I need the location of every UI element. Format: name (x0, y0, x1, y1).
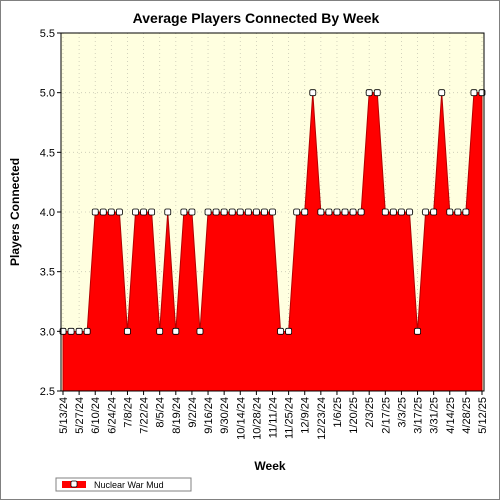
data-point (454, 208, 462, 216)
y-tick-label: 3.5 (40, 267, 55, 279)
x-tick-label: 4/14/25 (445, 397, 457, 434)
data-point (236, 208, 244, 216)
data-point (261, 208, 268, 216)
data-point (406, 208, 413, 216)
x-tick-label: 1/6/25 (332, 397, 344, 428)
data-point (116, 208, 123, 216)
x-tick-label: 3/3/25 (396, 397, 408, 428)
x-tick-label: 11/25/24 (284, 397, 296, 439)
y-tick-label: 4.0 (40, 207, 55, 219)
data-point (91, 208, 99, 216)
data-point (83, 327, 91, 335)
data-point (285, 327, 293, 335)
x-tick-label: 9/2/24 (187, 397, 199, 428)
x-tick-label: 2/17/25 (380, 397, 392, 434)
data-point (156, 327, 164, 335)
data-point (293, 208, 301, 216)
x-tick-label: 5/12/25 (477, 397, 489, 434)
y-tick-label: 2.5 (40, 386, 55, 398)
data-point (277, 327, 284, 335)
data-point (220, 208, 228, 216)
data-point (357, 208, 365, 216)
data-point (124, 327, 131, 335)
data-point (349, 208, 357, 216)
x-axis-title: Week (254, 459, 285, 473)
data-point (430, 208, 438, 216)
x-tick-label: 3/17/25 (413, 397, 425, 434)
x-tick-label: 3/31/25 (429, 397, 441, 434)
data-point (365, 89, 373, 97)
x-tick-label: 12/23/24 (316, 397, 328, 440)
data-point (438, 89, 446, 97)
data-point (389, 208, 397, 216)
y-tick-label: 4.5 (40, 147, 55, 159)
x-axis: 5/13/24 5/27/24 6/10/24 6/24/24 7/8/24 7/22/2… (58, 391, 489, 440)
data-point (381, 208, 389, 216)
data-point (398, 208, 405, 216)
data-point (99, 208, 107, 216)
data-point (414, 327, 421, 335)
data-point (196, 327, 204, 335)
data-point (333, 208, 341, 216)
data-point (325, 208, 333, 216)
x-tick-label: 9/16/24 (203, 397, 215, 434)
series-area (62, 92, 483, 392)
x-tick-label: 1/20/25 (348, 397, 360, 434)
x-tick-label: 12/9/24 (300, 397, 312, 434)
data-point (244, 208, 252, 216)
x-tick-label: 5/13/24 (58, 397, 70, 434)
legend: Nuclear War Mud (55, 477, 192, 492)
x-tick-label: 5/27/24 (74, 397, 86, 434)
y-tick-label: 3.0 (40, 326, 55, 338)
data-point (140, 208, 147, 216)
data-point (164, 208, 172, 216)
x-tick-label: 7/8/24 (122, 397, 134, 428)
data-point (341, 208, 349, 216)
data-point (462, 208, 470, 216)
area-layer (62, 92, 483, 392)
x-tick-label: 8/5/24 (155, 397, 167, 428)
legend-marker (70, 480, 78, 488)
data-point (148, 208, 156, 216)
data-point (470, 89, 478, 97)
data-point (67, 327, 75, 335)
x-tick-label: 9/30/24 (219, 397, 231, 434)
x-tick-label: 4/28/25 (461, 397, 473, 434)
data-point (204, 208, 212, 216)
x-tick-label: 10/28/24 (251, 397, 263, 440)
data-point (212, 208, 220, 216)
y-axis: 2.5 3.0 3.5 4.0 4.5 5.0 5.5 (40, 28, 61, 398)
data-point (301, 208, 309, 216)
chart-title: Average Players Connected By Week (133, 10, 380, 26)
x-tick-label: 6/24/24 (106, 397, 118, 434)
x-tick-label: 2/3/25 (364, 397, 376, 428)
x-tick-label: 10/14/24 (235, 397, 247, 440)
data-point (172, 327, 180, 335)
data-point (446, 208, 454, 216)
legend-box (55, 477, 192, 492)
x-tick-label: 11/11/24 (268, 397, 280, 438)
data-point (107, 208, 115, 216)
data-point (188, 208, 196, 216)
data-point (309, 89, 317, 97)
y-tick-label: 5.0 (40, 88, 55, 100)
data-point (422, 208, 429, 216)
data-point (252, 208, 260, 216)
data-point (180, 208, 188, 216)
x-tick-label: 6/10/24 (90, 397, 102, 434)
y-tick-label: 5.5 (40, 28, 55, 40)
data-point (269, 208, 276, 216)
data-point (132, 208, 139, 216)
x-tick-label: 8/19/24 (171, 397, 183, 434)
legend-label: Nuclear War Mud (94, 480, 164, 490)
data-point (317, 208, 325, 216)
x-tick-label: 7/22/24 (139, 397, 151, 434)
data-point (228, 208, 236, 216)
data-point (373, 89, 381, 97)
y-axis-title: Players Connected (8, 158, 22, 266)
data-point (75, 327, 83, 335)
